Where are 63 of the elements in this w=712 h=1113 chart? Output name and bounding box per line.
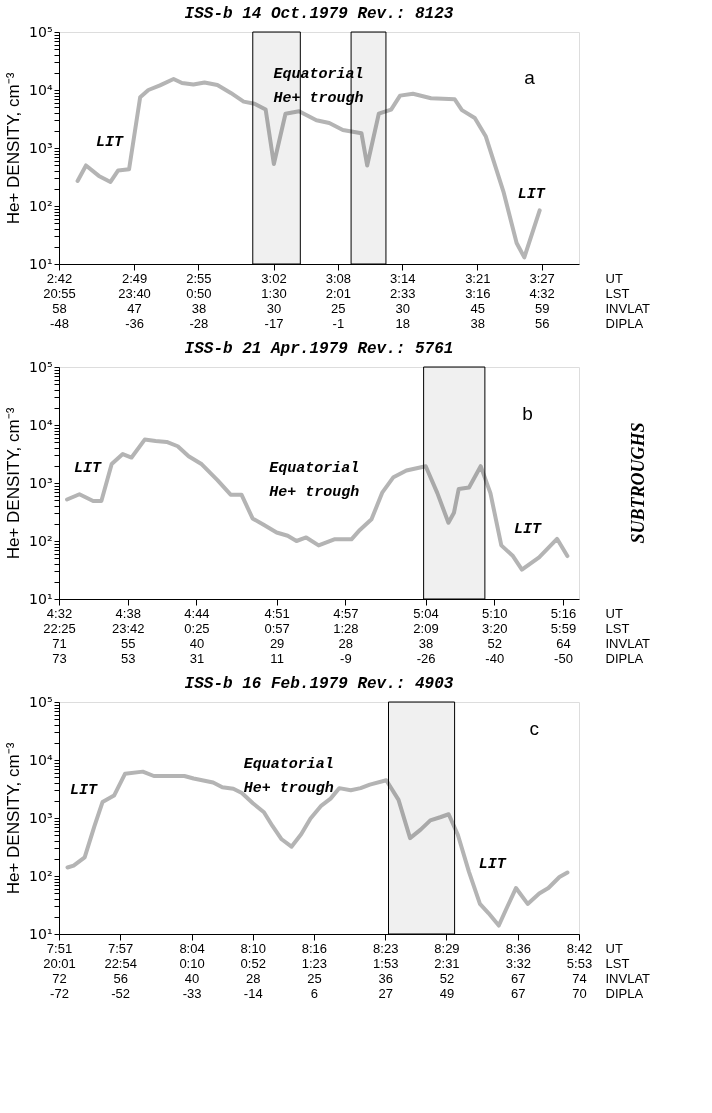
x-tick-label: 2:55 0:50 38 -28 bbox=[186, 270, 212, 331]
line-series bbox=[65, 769, 570, 928]
annotation: a bbox=[524, 66, 536, 88]
x-tick-label: 3:27 4:32 59 56 bbox=[529, 270, 555, 331]
x-tick-label: 2:42 20:55 58 -48 bbox=[43, 270, 76, 331]
x-tick-label: 2:49 23:40 47 -36 bbox=[118, 270, 151, 331]
y-tick-label: 10³ bbox=[29, 139, 53, 156]
x-tick-label: 4:57 1:28 28 -9 bbox=[333, 605, 359, 666]
x-tick-label: 8:04 0:10 40 -33 bbox=[179, 940, 205, 1001]
x-tick-label: 8:16 1:23 25 6 bbox=[301, 940, 328, 1001]
x-axis-title: UT LST INVLAT DIPLA bbox=[605, 270, 651, 331]
x-tick-label: 4:32 22:25 71 73 bbox=[43, 605, 76, 666]
x-tick-label: 5:04 2:09 38 -26 bbox=[413, 605, 439, 666]
y-tick-label: 10⁵ bbox=[29, 23, 53, 40]
annotation: Equatorial He+ trough bbox=[243, 756, 334, 798]
annotation: LIT bbox=[69, 782, 98, 799]
x-tick-label: 8:23 1:53 36 27 bbox=[373, 940, 399, 1001]
y-tick-label: 10² bbox=[29, 197, 53, 214]
y-tick-label: 10³ bbox=[29, 809, 53, 826]
y-tick-label: 10⁴ bbox=[29, 416, 53, 433]
x-tick-label: 4:51 0:57 29 11 bbox=[264, 605, 290, 666]
x-axis-title: UT LST INVLAT DIPLA bbox=[605, 940, 651, 1001]
x-tick-label: 3:02 1:30 30 -17 bbox=[261, 270, 287, 331]
x-tick-label: 4:44 0:25 40 31 bbox=[184, 605, 210, 666]
x-tick-label: 3:21 3:16 45 38 bbox=[465, 270, 491, 331]
chart-title: ISS-b 16 Feb.1979 Rev.: 4903 bbox=[184, 675, 454, 693]
y-tick-label: 10¹ bbox=[29, 590, 53, 607]
x-tick-label: 8:29 2:31 52 49 bbox=[434, 940, 460, 1001]
annotation: LIT bbox=[514, 521, 543, 539]
x-tick-label: 8:42 5:53 74 70 bbox=[566, 940, 593, 1001]
annotation: LIT bbox=[478, 856, 507, 874]
y-tick-label: 10³ bbox=[29, 474, 53, 491]
x-axis-title: UT LST INVLAT DIPLA bbox=[605, 605, 651, 666]
annotation: LIT bbox=[95, 133, 124, 151]
annotation: c bbox=[529, 717, 540, 739]
x-tick-label: 3:08 2:01 25 -1 bbox=[325, 270, 352, 331]
line-series bbox=[65, 437, 570, 572]
x-tick-label: 7:51 20:01 72 -72 bbox=[43, 940, 76, 1001]
y-tick-label: 10¹ bbox=[29, 255, 53, 272]
x-tick-label: 7:57 22:54 56 -52 bbox=[104, 940, 137, 1001]
y-axis-title: He+ DENSITY, cm⁻³ bbox=[4, 407, 24, 560]
y-tick-label: 10² bbox=[29, 532, 53, 549]
x-tick-label: 8:36 3:32 67 67 bbox=[505, 940, 531, 1001]
y-tick-label: 10² bbox=[29, 867, 53, 884]
chart-title: ISS-b 14 Oct.1979 Rev.: 8123 bbox=[184, 5, 454, 23]
annotation: Equatorial He+ trough bbox=[269, 460, 360, 502]
annotation: b bbox=[522, 403, 533, 425]
y-axis-title: He+ DENSITY, cm⁻³ bbox=[4, 742, 24, 895]
annotation: LIT bbox=[74, 460, 103, 478]
y-tick-label: 10⁴ bbox=[29, 81, 53, 98]
x-tick-label: 3:14 2:33 30 18 bbox=[390, 270, 416, 331]
x-tick-label: 4:38 23:42 55 53 bbox=[111, 605, 145, 666]
y-axis-title: He+ DENSITY, cm⁻³ bbox=[4, 72, 24, 225]
x-tick-label: 8:10 0:52 28 -14 bbox=[240, 940, 266, 1001]
annotation: LIT bbox=[517, 186, 546, 204]
y-tick-label: 10⁵ bbox=[29, 358, 53, 375]
y-tick-label: 10¹ bbox=[29, 925, 53, 942]
text: SUBTROUGHS bbox=[628, 422, 648, 544]
y-tick-label: 10⁵ bbox=[29, 693, 53, 710]
y-tick-label: 10⁴ bbox=[29, 751, 53, 768]
chart-title: ISS-b 21 Apr.1979 Rev.: 5761 bbox=[184, 340, 454, 358]
x-tick-label: 5:10 3:20 52 -40 bbox=[482, 605, 508, 666]
x-tick-label: 5:16 5:59 64 -50 bbox=[550, 605, 577, 666]
